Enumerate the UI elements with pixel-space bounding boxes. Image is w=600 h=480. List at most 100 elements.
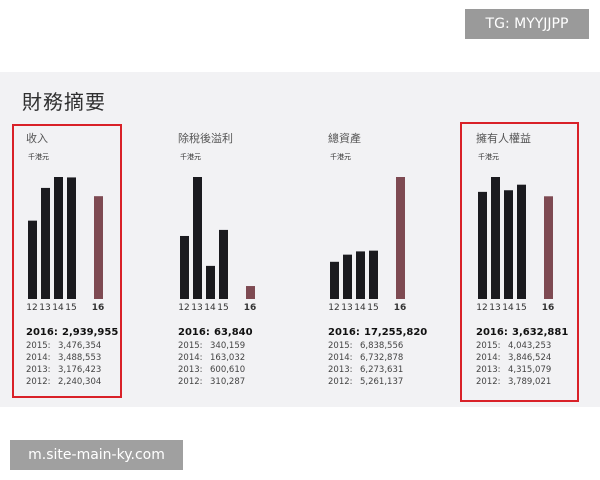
bar-15 bbox=[219, 229, 228, 299]
summary-table: 2016: 2,939,955 2015: 3,476,354 2014: 3,488,5… bbox=[26, 326, 156, 388]
tick-label-16: 16 bbox=[541, 303, 555, 313]
revenue-chart: 收入 千港元 12 13 14 15 16 2016: 2,939,955 2015: 3,4… bbox=[18, 72, 128, 402]
chart-unit: 千港元 bbox=[180, 153, 201, 161]
summary-row: 2012: 3,789,021 bbox=[476, 376, 600, 388]
watermark-tag: TG: MYYJJPP bbox=[465, 9, 589, 39]
tick-label-14: 14 bbox=[354, 303, 366, 313]
tick-label-14: 14 bbox=[204, 303, 216, 313]
summary-row: 2016: 63,840 bbox=[178, 326, 308, 340]
bar-15 bbox=[517, 184, 526, 299]
summary-year: 2016: bbox=[178, 327, 210, 338]
summary-year: 2014: bbox=[26, 353, 51, 363]
bar-13 bbox=[343, 254, 352, 299]
bar-16 bbox=[396, 177, 405, 299]
summary-value: 2,939,955 bbox=[62, 327, 119, 338]
bar-13 bbox=[491, 177, 500, 299]
summary-value: 5,261,137 bbox=[360, 377, 404, 387]
summary-year: 2012: bbox=[328, 377, 353, 387]
summary-row: 2013: 4,315,079 bbox=[476, 364, 600, 376]
summary-row: 2013: 6,273,631 bbox=[328, 364, 458, 376]
summary-year: 2014: bbox=[476, 353, 501, 363]
chart-unit: 千港元 bbox=[28, 153, 49, 161]
summary-value: 6,838,556 bbox=[360, 341, 404, 351]
summary-value: 3,176,423 bbox=[58, 365, 102, 375]
tick-label-12: 12 bbox=[26, 303, 38, 313]
bar-area bbox=[28, 177, 103, 299]
summary-year: 2016: bbox=[26, 327, 58, 338]
bar-12 bbox=[330, 261, 339, 299]
chart-unit: 千港元 bbox=[478, 153, 499, 161]
summary-row: 2015: 4,043,253 bbox=[476, 340, 600, 352]
summary-table: 2016: 63,840 2015: 340,159 2014: 163,032 2013:… bbox=[178, 326, 308, 388]
summary-year: 2015: bbox=[178, 341, 203, 351]
summary-row: 2012: 5,261,137 bbox=[328, 376, 458, 388]
tick-label-15: 15 bbox=[515, 303, 527, 313]
summary-row: 2016: 17,255,820 bbox=[328, 326, 458, 340]
summary-row: 2014: 3,488,553 bbox=[26, 352, 156, 364]
summary-year: 2012: bbox=[178, 377, 203, 387]
tick-label-14: 14 bbox=[502, 303, 514, 313]
tick-label-12: 12 bbox=[328, 303, 340, 313]
financial-summary-panel: 財務摘要 收入 千港元 12 13 14 15 16 2016: 2,939,955 201… bbox=[0, 72, 600, 407]
bar-12 bbox=[180, 235, 189, 299]
bar-14 bbox=[54, 177, 63, 299]
highlight-box-revenue bbox=[12, 124, 122, 398]
summary-value: 6,273,631 bbox=[360, 365, 404, 375]
tick-label-13: 13 bbox=[341, 303, 353, 313]
bar-15 bbox=[369, 250, 378, 299]
summary-year: 2013: bbox=[328, 365, 353, 375]
chart-title: 總資產 bbox=[328, 132, 361, 145]
summary-year: 2012: bbox=[26, 377, 51, 387]
summary-value: 3,476,354 bbox=[58, 341, 102, 351]
bar-area bbox=[180, 177, 255, 299]
bar-14 bbox=[356, 251, 365, 299]
summary-row: 2014: 163,032 bbox=[178, 352, 308, 364]
summary-year: 2013: bbox=[178, 365, 203, 375]
tick-label-16: 16 bbox=[243, 303, 257, 313]
summary-value: 3,632,881 bbox=[512, 327, 569, 338]
summary-value: 17,255,820 bbox=[364, 327, 428, 338]
bar-13 bbox=[193, 177, 202, 299]
bar-16 bbox=[94, 196, 103, 299]
tick-label-12: 12 bbox=[178, 303, 190, 313]
chart-title: 除稅後溢利 bbox=[178, 132, 233, 145]
summary-year: 2015: bbox=[476, 341, 501, 351]
summary-year: 2012: bbox=[476, 377, 501, 387]
summary-value: 3,846,524 bbox=[508, 353, 552, 363]
summary-row: 2016: 2,939,955 bbox=[26, 326, 156, 340]
summary-value: 163,032 bbox=[210, 353, 246, 363]
summary-year: 2015: bbox=[26, 341, 51, 351]
bar-12 bbox=[28, 220, 37, 299]
summary-year: 2013: bbox=[476, 365, 501, 375]
summary-year: 2013: bbox=[26, 365, 51, 375]
summary-row: 2014: 6,732,878 bbox=[328, 352, 458, 364]
tick-label-15: 15 bbox=[367, 303, 379, 313]
chart-title: 擁有人權益 bbox=[476, 132, 531, 145]
bar-15 bbox=[67, 177, 76, 299]
bar-area bbox=[330, 177, 405, 299]
summary-value: 6,732,878 bbox=[360, 353, 404, 363]
summary-value: 2,240,304 bbox=[58, 377, 102, 387]
total-assets-chart: 總資產 千港元 12 13 14 15 16 2016: 17,255,820 2015: 6… bbox=[320, 72, 430, 402]
bar-12 bbox=[478, 191, 487, 299]
summary-row: 2014: 3,846,524 bbox=[476, 352, 600, 364]
summary-value: 4,315,079 bbox=[508, 365, 552, 375]
summary-value: 63,840 bbox=[214, 327, 253, 338]
bar-area bbox=[478, 177, 553, 299]
summary-row: 2016: 3,632,881 bbox=[476, 326, 600, 340]
tick-label-14: 14 bbox=[52, 303, 64, 313]
tick-label-16: 16 bbox=[393, 303, 407, 313]
summary-value: 3,488,553 bbox=[58, 353, 102, 363]
summary-value: 4,043,253 bbox=[508, 341, 552, 351]
bar-14 bbox=[206, 265, 215, 299]
profit-after-tax-chart: 除稅後溢利 千港元 12 13 14 15 16 2016: 63,840 2015: 340… bbox=[170, 72, 280, 402]
tick-label-16: 16 bbox=[91, 303, 105, 313]
summary-row: 2015: 6,838,556 bbox=[328, 340, 458, 352]
page-title: 財務摘要 bbox=[22, 90, 106, 114]
owners-equity-chart: 擁有人權益 千港元 12 13 14 15 16 2016: 3,632,881 2015:… bbox=[468, 72, 578, 402]
summary-value: 600,610 bbox=[210, 365, 246, 375]
summary-table: 2016: 3,632,881 2015: 4,043,253 2014: 3,846,5… bbox=[476, 326, 600, 388]
chart-unit: 千港元 bbox=[330, 153, 351, 161]
summary-value: 3,789,021 bbox=[508, 377, 552, 387]
summary-row: 2015: 3,476,354 bbox=[26, 340, 156, 352]
